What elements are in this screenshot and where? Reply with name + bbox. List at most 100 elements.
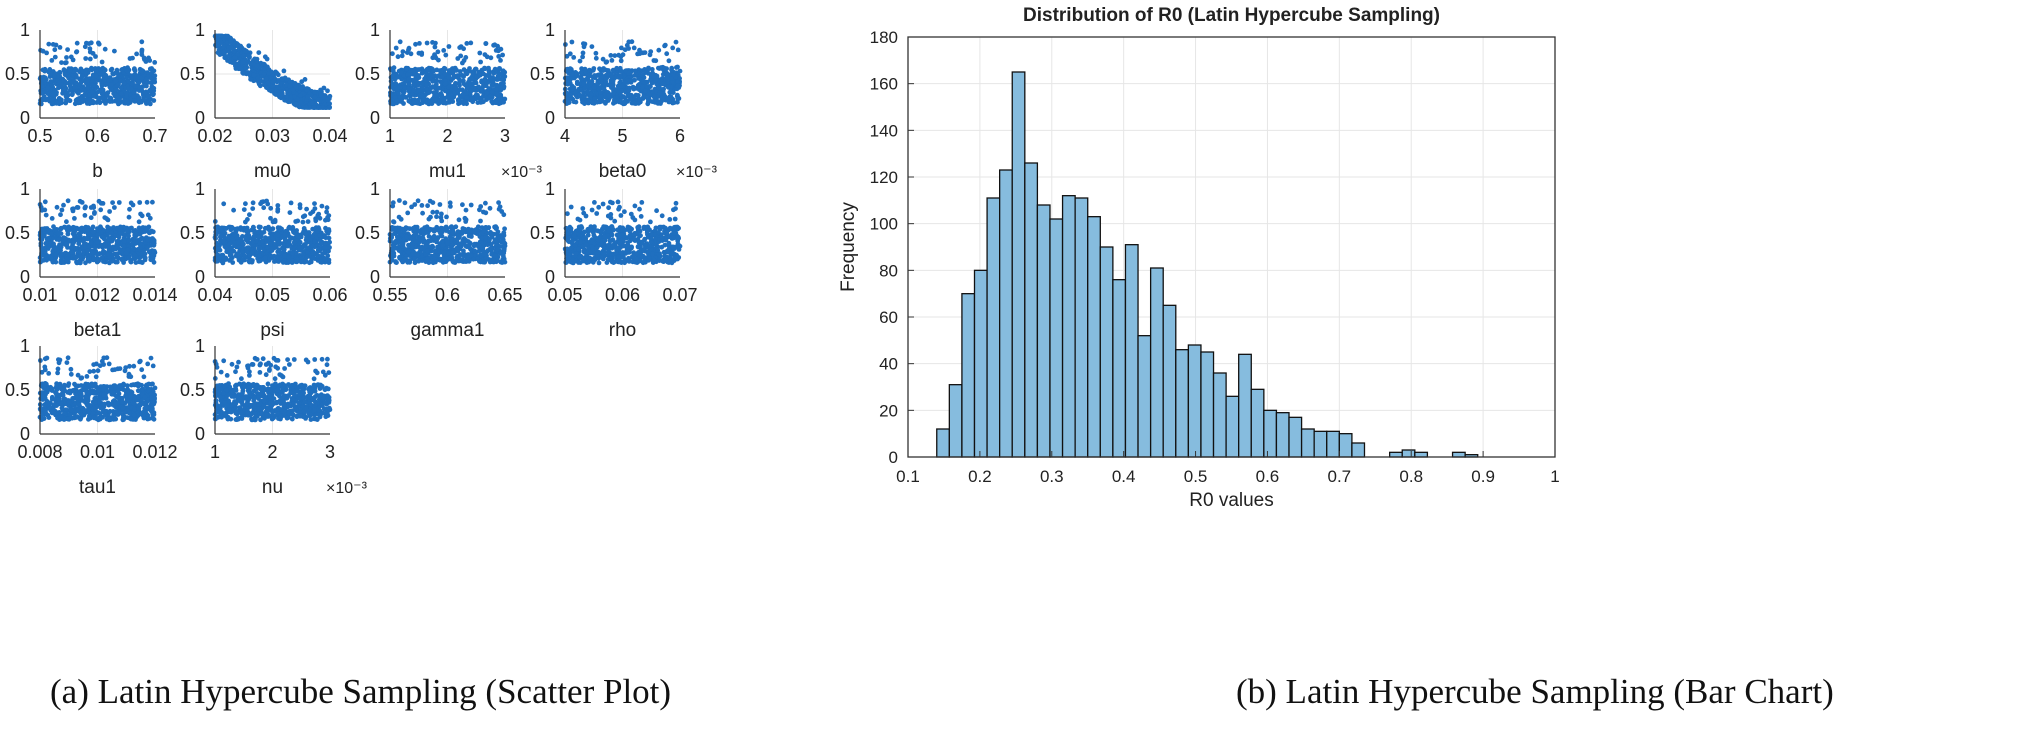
scatter-point	[266, 71, 272, 76]
scatter-point	[74, 74, 79, 80]
y-tick-label: 1	[545, 20, 555, 40]
scatter-point	[466, 228, 472, 234]
scatter-point	[406, 258, 412, 264]
scatter-point	[404, 234, 409, 240]
scatter-point	[63, 60, 69, 65]
scatter-point	[256, 230, 261, 235]
scatter-point	[287, 79, 293, 85]
scatter-point	[264, 76, 269, 82]
scatter-point	[312, 239, 318, 245]
scatter-point	[276, 239, 282, 245]
scatter-point	[657, 65, 663, 71]
scatter-point	[616, 74, 622, 80]
scatter-point	[64, 219, 69, 225]
scatter-point	[651, 94, 657, 100]
scatter-point	[63, 93, 69, 99]
scatter-point	[103, 101, 108, 106]
scatter-point	[59, 82, 65, 87]
scatter-point	[98, 207, 104, 213]
scatter-point	[433, 40, 438, 46]
scatter-point	[579, 76, 585, 82]
scatter-point	[94, 252, 100, 257]
scatter-point	[113, 233, 119, 239]
scatter-point	[127, 206, 132, 212]
x-tick-label: 0.6	[85, 126, 110, 146]
scatter-point	[69, 92, 75, 98]
scatter-point	[454, 67, 459, 73]
scatter-point	[104, 93, 110, 98]
scatter-point	[133, 260, 139, 265]
scatter-point	[501, 212, 507, 218]
scatter-point	[392, 239, 398, 245]
scatter-point	[419, 52, 425, 57]
scatter-point	[399, 53, 405, 59]
scatter-point	[293, 101, 299, 107]
scatter-point	[99, 83, 105, 88]
scatter-point	[312, 201, 317, 207]
scatter-point	[40, 78, 46, 83]
scatter-point	[450, 84, 456, 89]
scatter-point	[46, 41, 52, 47]
scatter-point	[56, 230, 62, 236]
scatter-point	[100, 65, 106, 71]
scatter-point	[243, 236, 249, 242]
x-tick-label: 0.01	[22, 285, 57, 305]
scatter-point	[416, 67, 422, 72]
scatter-point	[251, 228, 257, 234]
scatter-points	[388, 39, 508, 107]
scatter-point	[281, 68, 287, 74]
scatter-point	[250, 206, 256, 212]
scatter-point	[324, 205, 330, 211]
scatter-point	[44, 50, 49, 56]
scatter-point	[454, 236, 460, 242]
scatter-point	[133, 231, 139, 237]
scatter-point	[287, 98, 293, 104]
scatter-point	[457, 258, 463, 264]
scatter-point	[147, 101, 153, 107]
scatter-point	[413, 231, 419, 237]
scatter-point	[581, 81, 586, 87]
scatter-point	[58, 252, 64, 257]
scatter-point	[664, 51, 670, 57]
scatter-point	[83, 69, 88, 75]
scale-label: ×10⁻³	[676, 164, 718, 181]
scatter-point	[243, 201, 248, 207]
scatter-point	[599, 98, 605, 104]
scatter-point	[488, 93, 494, 99]
scatter-point	[406, 82, 412, 87]
scatter-point	[640, 79, 646, 84]
scatter-point	[432, 97, 438, 102]
y-tick-label: 1	[195, 179, 205, 199]
scatter-point	[106, 251, 112, 257]
scatter-point	[147, 230, 153, 235]
scatter-point	[144, 80, 150, 86]
x-tick-label: 0.012	[75, 285, 120, 305]
scatter-point	[589, 44, 595, 49]
scatter-point	[478, 218, 483, 224]
scatter-point	[231, 232, 237, 238]
scatter-point	[293, 84, 299, 90]
scatter-point	[260, 239, 266, 244]
scatter-point	[462, 215, 468, 221]
scatter-point	[304, 87, 310, 93]
scatter-point	[316, 253, 321, 259]
x-tick-label: 4	[560, 126, 570, 146]
scatter-point	[45, 85, 51, 91]
scatter-point	[393, 259, 398, 264]
scatter-point	[297, 205, 303, 211]
scatter-point	[227, 257, 233, 263]
scatter-point	[496, 66, 502, 71]
scatter-point	[117, 96, 122, 102]
scatter-point	[327, 105, 332, 110]
scatter-point	[87, 56, 93, 62]
scatter-point	[104, 216, 109, 222]
scatter-point	[419, 203, 425, 208]
scatter-point	[669, 67, 674, 73]
scatter-point	[61, 68, 67, 73]
scatter-point	[125, 86, 131, 92]
scatter-point	[675, 64, 680, 70]
scatter-point	[410, 67, 416, 73]
scatter-point	[441, 48, 447, 53]
scatter-point	[85, 85, 90, 91]
scatter-point	[406, 98, 412, 104]
